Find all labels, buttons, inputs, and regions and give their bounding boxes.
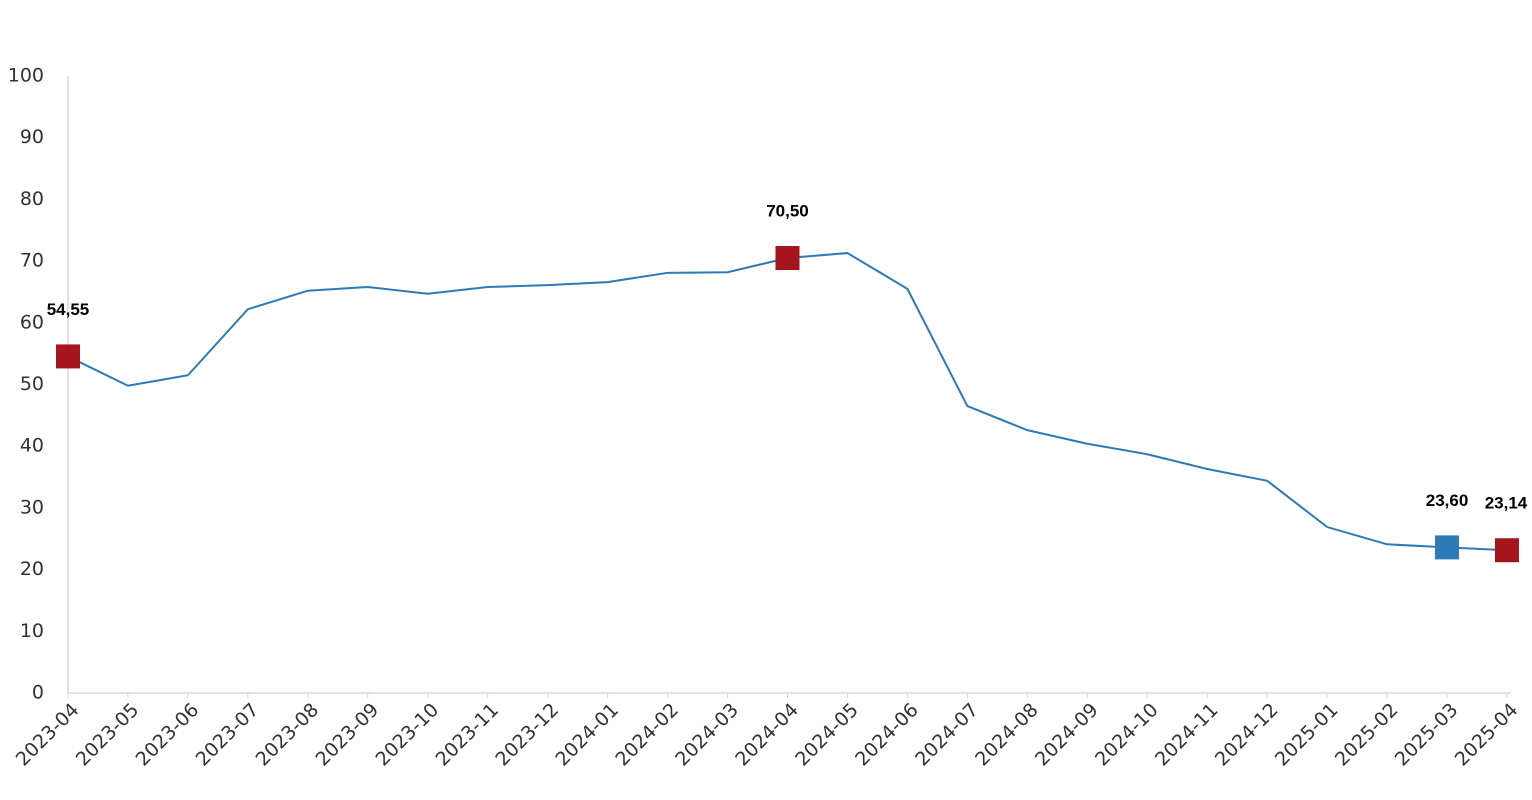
x-tick-label: 2023-04 bbox=[12, 699, 84, 771]
x-tick-label: 2023-12 bbox=[491, 699, 563, 771]
x-tick-label: 2023-09 bbox=[312, 699, 384, 771]
x-tick-label: 2024-07 bbox=[911, 699, 983, 771]
x-tick-label: 2024-11 bbox=[1151, 699, 1223, 771]
x-tick-label: 2023-08 bbox=[252, 699, 324, 771]
y-tick-label: 50 bbox=[20, 373, 44, 395]
y-tick-label: 100 bbox=[8, 65, 44, 87]
marker bbox=[775, 246, 800, 271]
y-tick-label: 30 bbox=[20, 496, 44, 518]
x-tick-label: 2024-02 bbox=[611, 699, 683, 771]
x-tick-label: 2024-09 bbox=[1031, 699, 1103, 771]
x-tick-label: 2024-12 bbox=[1211, 699, 1283, 771]
marker bbox=[56, 344, 80, 369]
x-tick-label: 2025-04 bbox=[1451, 699, 1523, 771]
x-tick-label: 2023-10 bbox=[371, 699, 443, 771]
y-tick-label: 80 bbox=[20, 188, 44, 210]
x-tick-label: 2024-04 bbox=[731, 699, 803, 771]
x-tick-label: 2025-01 bbox=[1271, 699, 1343, 771]
x-tick-label: 2024-05 bbox=[791, 699, 863, 771]
y-tick-label: 0 bbox=[32, 682, 44, 704]
x-tick-label: 2024-03 bbox=[671, 699, 743, 771]
x-tick-label: 2025-02 bbox=[1331, 699, 1403, 771]
data-label: 23,14 bbox=[1485, 494, 1528, 513]
y-tick-label: 70 bbox=[20, 250, 44, 272]
x-tick-label: 2023-06 bbox=[132, 699, 204, 771]
x-tick-label: 2024-06 bbox=[851, 699, 923, 771]
marker bbox=[1435, 535, 1460, 560]
x-tick-label: 2024-01 bbox=[551, 699, 623, 771]
y-tick-label: 10 bbox=[20, 620, 44, 642]
y-tick-label: 20 bbox=[20, 558, 44, 580]
y-tick-label: 40 bbox=[20, 435, 44, 457]
y-tick-label: 90 bbox=[20, 126, 44, 148]
x-tick-label: 2023-05 bbox=[72, 699, 144, 771]
data-label: 70,50 bbox=[766, 201, 809, 220]
x-tick-label: 2025-03 bbox=[1391, 699, 1463, 771]
x-tick-label: 2023-11 bbox=[431, 699, 503, 771]
data-label: 54,55 bbox=[47, 300, 90, 319]
x-tick-label: 2024-10 bbox=[1091, 699, 1163, 771]
marker bbox=[1495, 538, 1519, 563]
x-tick-label: 2024-08 bbox=[971, 699, 1043, 771]
line bbox=[67, 252, 1508, 552]
data-label: 23,60 bbox=[1426, 491, 1469, 510]
x-tick-label: 2023-07 bbox=[192, 699, 264, 771]
y-tick-label: 60 bbox=[20, 311, 44, 333]
